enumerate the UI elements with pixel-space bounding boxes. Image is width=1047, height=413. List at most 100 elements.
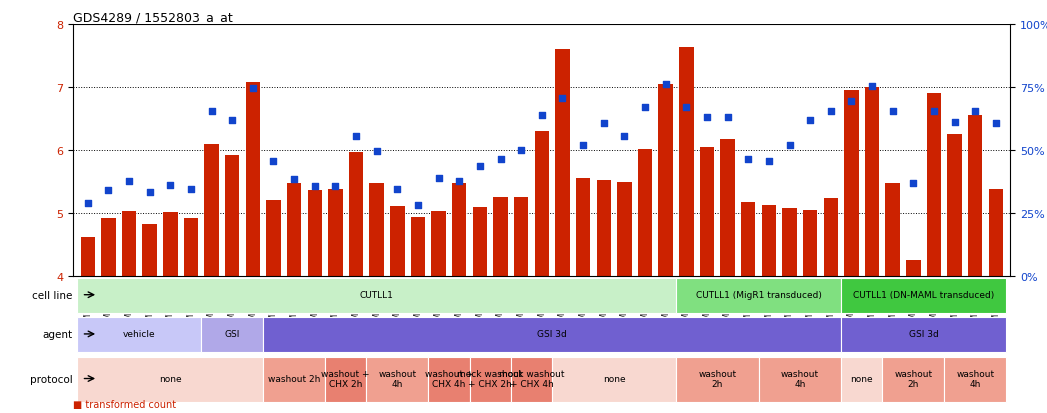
FancyBboxPatch shape (428, 357, 470, 402)
Text: washout
2h: washout 2h (698, 369, 736, 388)
Text: none: none (850, 374, 873, 383)
Bar (535, 132, 549, 276)
Point (719, 114, 736, 121)
FancyBboxPatch shape (77, 317, 201, 353)
FancyBboxPatch shape (841, 357, 883, 402)
Bar (576, 179, 591, 276)
Text: GSI: GSI (224, 330, 240, 339)
Text: washout +
CHX 4h: washout + CHX 4h (425, 369, 473, 388)
Point (471, 163, 488, 169)
Point (575, 142, 592, 149)
Text: mock washout
+ CHX 2h: mock washout + CHX 2h (458, 369, 522, 388)
Point (864, 84, 881, 90)
Bar (597, 180, 611, 276)
Bar (308, 190, 322, 276)
Point (265, 159, 282, 165)
Point (966, 108, 983, 115)
FancyBboxPatch shape (470, 357, 511, 402)
FancyBboxPatch shape (263, 317, 841, 353)
Bar (968, 116, 982, 276)
Point (637, 104, 653, 111)
FancyBboxPatch shape (676, 278, 841, 313)
FancyBboxPatch shape (944, 357, 1006, 402)
Point (389, 186, 406, 193)
Bar (246, 83, 260, 276)
Bar (349, 153, 363, 276)
Bar (225, 156, 240, 276)
FancyBboxPatch shape (511, 357, 552, 402)
Point (224, 117, 241, 123)
Bar (680, 48, 693, 276)
Point (409, 202, 426, 209)
Text: washout +
CHX 2h: washout + CHX 2h (321, 369, 370, 388)
Text: none: none (159, 374, 181, 383)
Text: washout 2h: washout 2h (268, 374, 320, 383)
Point (946, 119, 963, 126)
FancyBboxPatch shape (841, 317, 1006, 353)
Bar (431, 211, 446, 276)
Bar (183, 218, 198, 276)
FancyBboxPatch shape (758, 357, 841, 402)
Point (658, 81, 674, 88)
Text: protocol: protocol (29, 374, 72, 384)
Point (616, 133, 632, 140)
Bar (493, 198, 508, 276)
Bar (287, 184, 302, 276)
Bar (699, 147, 714, 276)
Bar (659, 85, 673, 276)
Bar (761, 206, 776, 276)
Text: none: none (603, 374, 625, 383)
Bar (370, 184, 384, 276)
FancyBboxPatch shape (676, 357, 758, 402)
Bar (410, 218, 425, 276)
Point (533, 113, 551, 119)
Text: washout
2h: washout 2h (894, 369, 933, 388)
Point (327, 184, 343, 190)
Point (987, 121, 1004, 127)
Bar (102, 218, 115, 276)
Bar (844, 91, 859, 276)
Point (203, 108, 220, 115)
Text: cell line: cell line (31, 290, 72, 300)
Text: CUTLL1 (MigR1 transduced): CUTLL1 (MigR1 transduced) (695, 290, 822, 299)
FancyBboxPatch shape (366, 357, 428, 402)
Text: agent: agent (42, 329, 72, 339)
Bar (555, 50, 570, 276)
Bar (803, 210, 818, 276)
Point (182, 186, 199, 193)
FancyBboxPatch shape (77, 357, 263, 402)
Text: washout
4h: washout 4h (378, 369, 417, 388)
FancyBboxPatch shape (552, 357, 676, 402)
Point (885, 108, 901, 115)
FancyBboxPatch shape (263, 357, 326, 402)
Bar (121, 211, 136, 276)
Text: GDS4289 / 1552803_a_at: GDS4289 / 1552803_a_at (73, 11, 233, 24)
Point (492, 157, 509, 163)
Bar (204, 144, 219, 276)
Point (843, 98, 860, 105)
Bar (741, 202, 756, 276)
Point (430, 176, 447, 182)
Text: GSI 3d: GSI 3d (909, 330, 938, 339)
FancyBboxPatch shape (841, 278, 1006, 313)
Point (677, 104, 694, 111)
Bar (514, 198, 529, 276)
Bar (391, 206, 404, 276)
Point (596, 121, 612, 127)
Bar (163, 212, 178, 276)
Point (554, 96, 571, 102)
Bar (720, 140, 735, 276)
Point (245, 85, 262, 92)
Bar (927, 94, 941, 276)
Bar (865, 88, 879, 276)
Point (101, 187, 117, 193)
Text: vehicle: vehicle (124, 330, 156, 339)
Bar (617, 183, 631, 276)
Bar (948, 135, 962, 276)
Text: mock washout
+ CHX 4h: mock washout + CHX 4h (498, 369, 564, 388)
Bar (266, 200, 281, 276)
Bar (782, 208, 797, 276)
Point (307, 184, 324, 190)
Point (822, 108, 839, 115)
Bar (328, 190, 342, 276)
